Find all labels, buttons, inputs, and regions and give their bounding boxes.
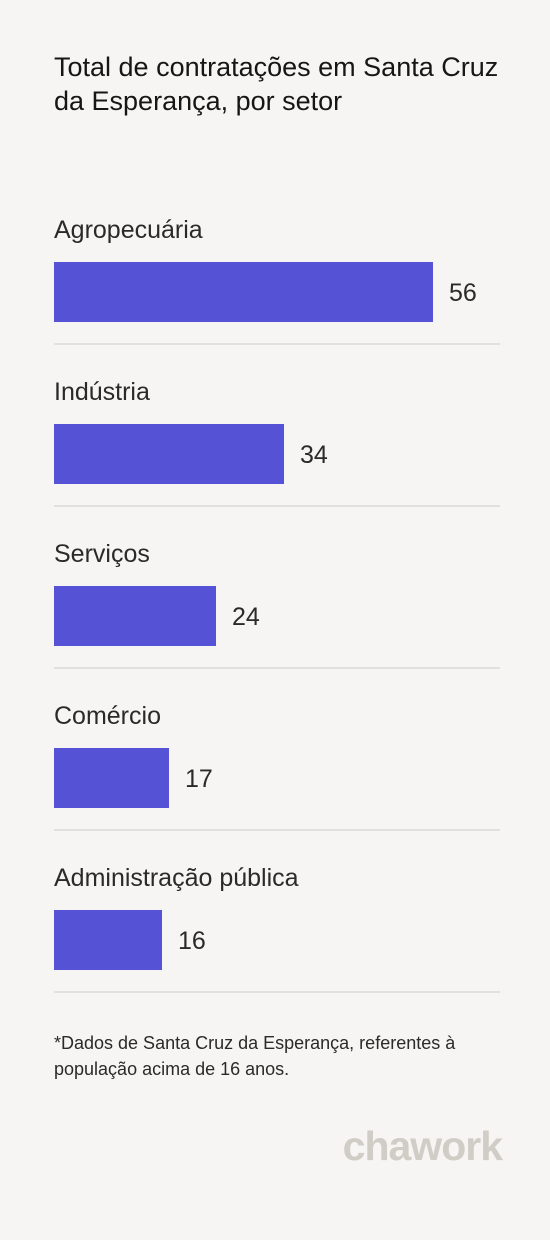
chawork-logo: chawork bbox=[342, 1123, 503, 1169]
bar bbox=[54, 748, 169, 808]
value-label: 16 bbox=[178, 927, 206, 955]
value-label: 24 bbox=[232, 603, 260, 631]
value-label: 56 bbox=[449, 279, 477, 307]
category-label: Agropecuária bbox=[54, 216, 203, 244]
value-label: 34 bbox=[300, 441, 328, 469]
chart-title: Total de contratações em Santa Cruz da E… bbox=[54, 52, 499, 116]
category-label: Comércio bbox=[54, 702, 161, 730]
footnote: *Dados de Santa Cruz da Esperança, refer… bbox=[54, 1033, 456, 1079]
value-label: 17 bbox=[185, 765, 213, 793]
category-label: Indústria bbox=[54, 378, 150, 406]
bar bbox=[54, 424, 284, 484]
bar bbox=[54, 910, 162, 970]
bar-chart: Agropecuária 56 Indústria 34 Serviços 24 Comér… bbox=[54, 216, 500, 993]
bar bbox=[54, 262, 433, 322]
category-label: Administração pública bbox=[54, 864, 299, 892]
category-label: Serviços bbox=[54, 540, 150, 568]
bar bbox=[54, 586, 216, 646]
